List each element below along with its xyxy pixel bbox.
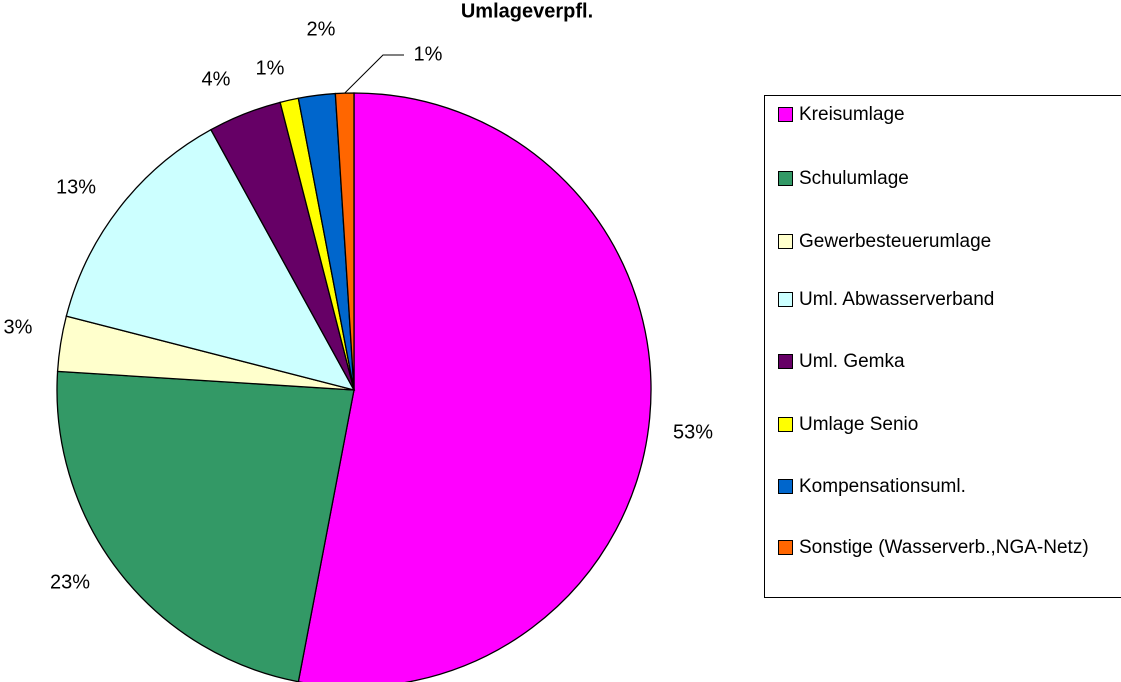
pie-slice bbox=[334, 92, 355, 391]
legend-swatch bbox=[778, 354, 793, 369]
legend-swatch bbox=[778, 479, 793, 494]
legend-swatch bbox=[778, 234, 793, 249]
pie-slice bbox=[297, 92, 652, 682]
legend-label: Kreisumlage bbox=[799, 104, 905, 125]
chart-title: Umlageverpfl. bbox=[461, 0, 593, 22]
legend-item: Gewerbesteuerumlage bbox=[778, 230, 991, 253]
data-label: 4% bbox=[202, 68, 231, 90]
legend-item: Uml. Abwasserverband bbox=[778, 288, 994, 311]
legend-swatch bbox=[778, 171, 793, 186]
legend: Kreisumlage Schulumlage Gewerbesteuerumlag… bbox=[764, 95, 1121, 598]
legend-label: Schulumlage bbox=[799, 168, 909, 189]
legend-item: Kreisumlage bbox=[778, 103, 905, 126]
pie-slice bbox=[56, 370, 355, 682]
legend-item: Schulumlage bbox=[778, 167, 909, 190]
legend-item: Uml. Gemka bbox=[778, 350, 905, 373]
legend-label: Gewerbesteuerumlage bbox=[799, 231, 992, 252]
legend-label: Uml. Gemka bbox=[799, 351, 905, 372]
pie-slice bbox=[65, 128, 356, 392]
legend-item: Sonstige (Wasserverb.,NGA-Netz) bbox=[778, 536, 1089, 559]
leader-line bbox=[344, 54, 404, 94]
legend-swatch bbox=[778, 107, 793, 122]
legend-label: Sonstige (Wasserverb.,NGA-Netz) bbox=[799, 537, 1089, 558]
legend-swatch bbox=[778, 417, 793, 432]
data-label: 1% bbox=[256, 57, 285, 79]
data-label: 53% bbox=[673, 421, 713, 443]
data-label: 3% bbox=[4, 316, 33, 338]
legend-item: Kompensationsuml. bbox=[778, 475, 966, 498]
legend-label: Uml. Abwasserverband bbox=[799, 289, 995, 310]
legend-item: Umlage Senio bbox=[778, 413, 918, 436]
data-label: 1% bbox=[414, 43, 443, 65]
data-label: 13% bbox=[56, 176, 96, 198]
legend-label: Kompensationsuml. bbox=[799, 476, 966, 497]
legend-swatch bbox=[778, 540, 793, 555]
legend-swatch bbox=[778, 292, 793, 307]
data-label: 23% bbox=[50, 571, 90, 593]
legend-label: Umlage Senio bbox=[799, 414, 919, 435]
data-label: 2% bbox=[307, 18, 336, 40]
